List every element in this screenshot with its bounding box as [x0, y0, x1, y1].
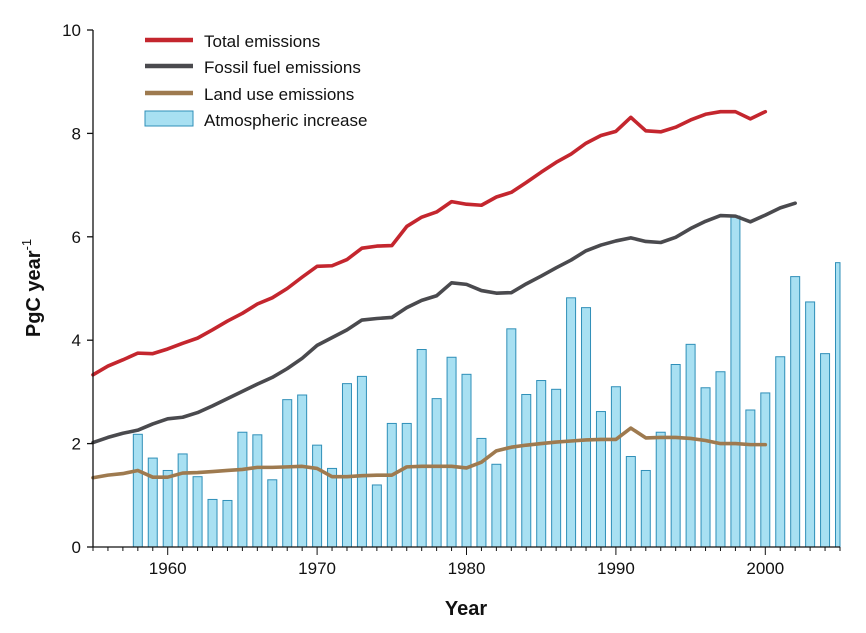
emission-lines	[91, 109, 797, 480]
bar-2001	[775, 356, 786, 548]
bar-1998	[730, 215, 741, 548]
y-tick-label-4: 4	[72, 331, 81, 350]
legend-label-atmospheric-increase: Atmospheric increase	[204, 111, 367, 130]
bar-1975	[386, 422, 397, 548]
bar-1968	[282, 399, 293, 548]
bar-1969	[297, 394, 308, 548]
x-axis-title: Year	[445, 598, 487, 620]
bar-1964	[222, 499, 233, 548]
legend-label-fossil-fuel-emissions: Fossil fuel emissions	[204, 58, 361, 77]
bar-1959	[147, 457, 158, 548]
bar-1965	[237, 431, 248, 548]
bar-1961	[177, 453, 188, 548]
bar-2002	[790, 276, 801, 548]
bar-1972	[341, 383, 352, 548]
bar-2000	[760, 392, 771, 548]
bar-1999	[745, 409, 756, 548]
bar-1962	[192, 476, 203, 548]
bar-1995	[685, 343, 696, 548]
x-tick-label-2000: 2000	[746, 559, 784, 578]
bar-1971	[327, 467, 338, 548]
y-tick-label-2: 2	[72, 435, 81, 454]
bar-1963	[207, 498, 218, 548]
line-fossil-fuel-emissions	[91, 201, 797, 445]
bar-1985	[536, 380, 547, 548]
bar-1967	[267, 479, 278, 548]
y-axis-title-sup: -1	[19, 239, 34, 251]
bar-1988	[581, 307, 592, 548]
bar-1993	[655, 431, 666, 548]
y-tick-label-0: 0	[72, 538, 81, 557]
bar-1990	[610, 386, 621, 548]
y-tick-label-10: 10	[62, 21, 81, 40]
bar-1960	[162, 469, 173, 548]
bar-2005	[835, 262, 841, 548]
legend-label-total-emissions: Total emissions	[204, 32, 320, 51]
bar-1981	[476, 437, 487, 548]
bar-1983	[506, 328, 517, 548]
bar-1989	[595, 411, 606, 548]
x-tick-label-1970: 1970	[298, 559, 336, 578]
x-tick-label-1960: 1960	[149, 559, 187, 578]
y-tick-label-8: 8	[72, 124, 81, 143]
bar-1976	[401, 422, 412, 548]
bar-1974	[371, 484, 382, 548]
bar-1992	[640, 469, 651, 548]
bar-1978	[431, 398, 442, 548]
bar-1986	[551, 388, 562, 548]
bar-1977	[416, 349, 427, 548]
bar-1997	[715, 371, 726, 548]
bar-1991	[625, 456, 636, 548]
bar-1979	[446, 356, 457, 548]
line-total-emissions	[91, 109, 768, 377]
bar-1980	[461, 373, 472, 548]
y-axis-title-main: PgC year	[23, 250, 45, 337]
bar-1973	[356, 375, 367, 548]
line-land-use-emissions	[91, 426, 768, 480]
bar-1994	[670, 364, 681, 548]
y-tick-label-6: 6	[72, 228, 81, 247]
bar-2004	[820, 353, 831, 548]
legend-swatch-atmospheric-increase	[144, 110, 194, 127]
x-tick-label-1990: 1990	[597, 559, 635, 578]
bar-1966	[252, 434, 263, 548]
bar-1970	[312, 444, 323, 548]
bar-1996	[700, 387, 711, 548]
bar-2003	[805, 301, 816, 548]
y-axis-title: PgC year-1	[19, 239, 45, 337]
bar-1982	[491, 463, 502, 548]
x-tick-label-1980: 1980	[448, 559, 486, 578]
atmospheric-increase-bars	[132, 215, 841, 548]
ticks: 0 2 4 6 8 10 1960 1970 1980 1990 2000	[62, 21, 841, 578]
bar-1984	[521, 393, 532, 548]
bar-1987	[566, 297, 577, 548]
legend: Total emissions Fossil fuel emissions La…	[144, 32, 367, 130]
bar-1958	[132, 433, 143, 548]
legend-label-land-use-emissions: Land use emissions	[204, 85, 354, 104]
